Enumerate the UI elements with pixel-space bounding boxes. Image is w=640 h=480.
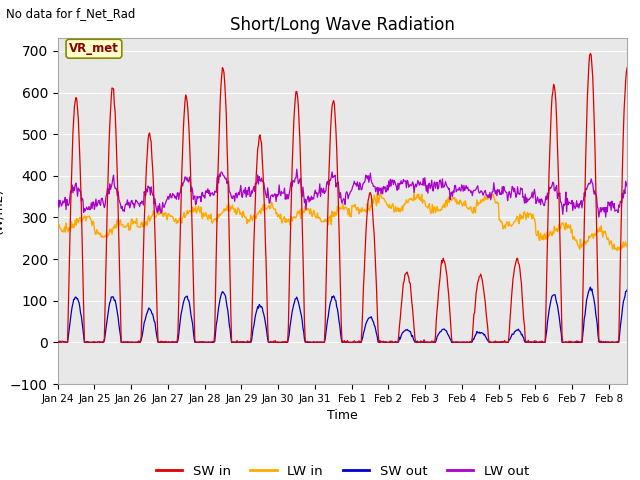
Title: Short/Long Wave Radiation: Short/Long Wave Radiation [230,16,455,34]
Y-axis label: (W/m2): (W/m2) [0,188,4,234]
Text: No data for f_Net_Rad: No data for f_Net_Rad [6,7,136,20]
X-axis label: Time: Time [327,409,358,422]
Legend: SW in, LW in, SW out, LW out: SW in, LW in, SW out, LW out [150,460,534,480]
Text: VR_met: VR_met [69,42,119,55]
